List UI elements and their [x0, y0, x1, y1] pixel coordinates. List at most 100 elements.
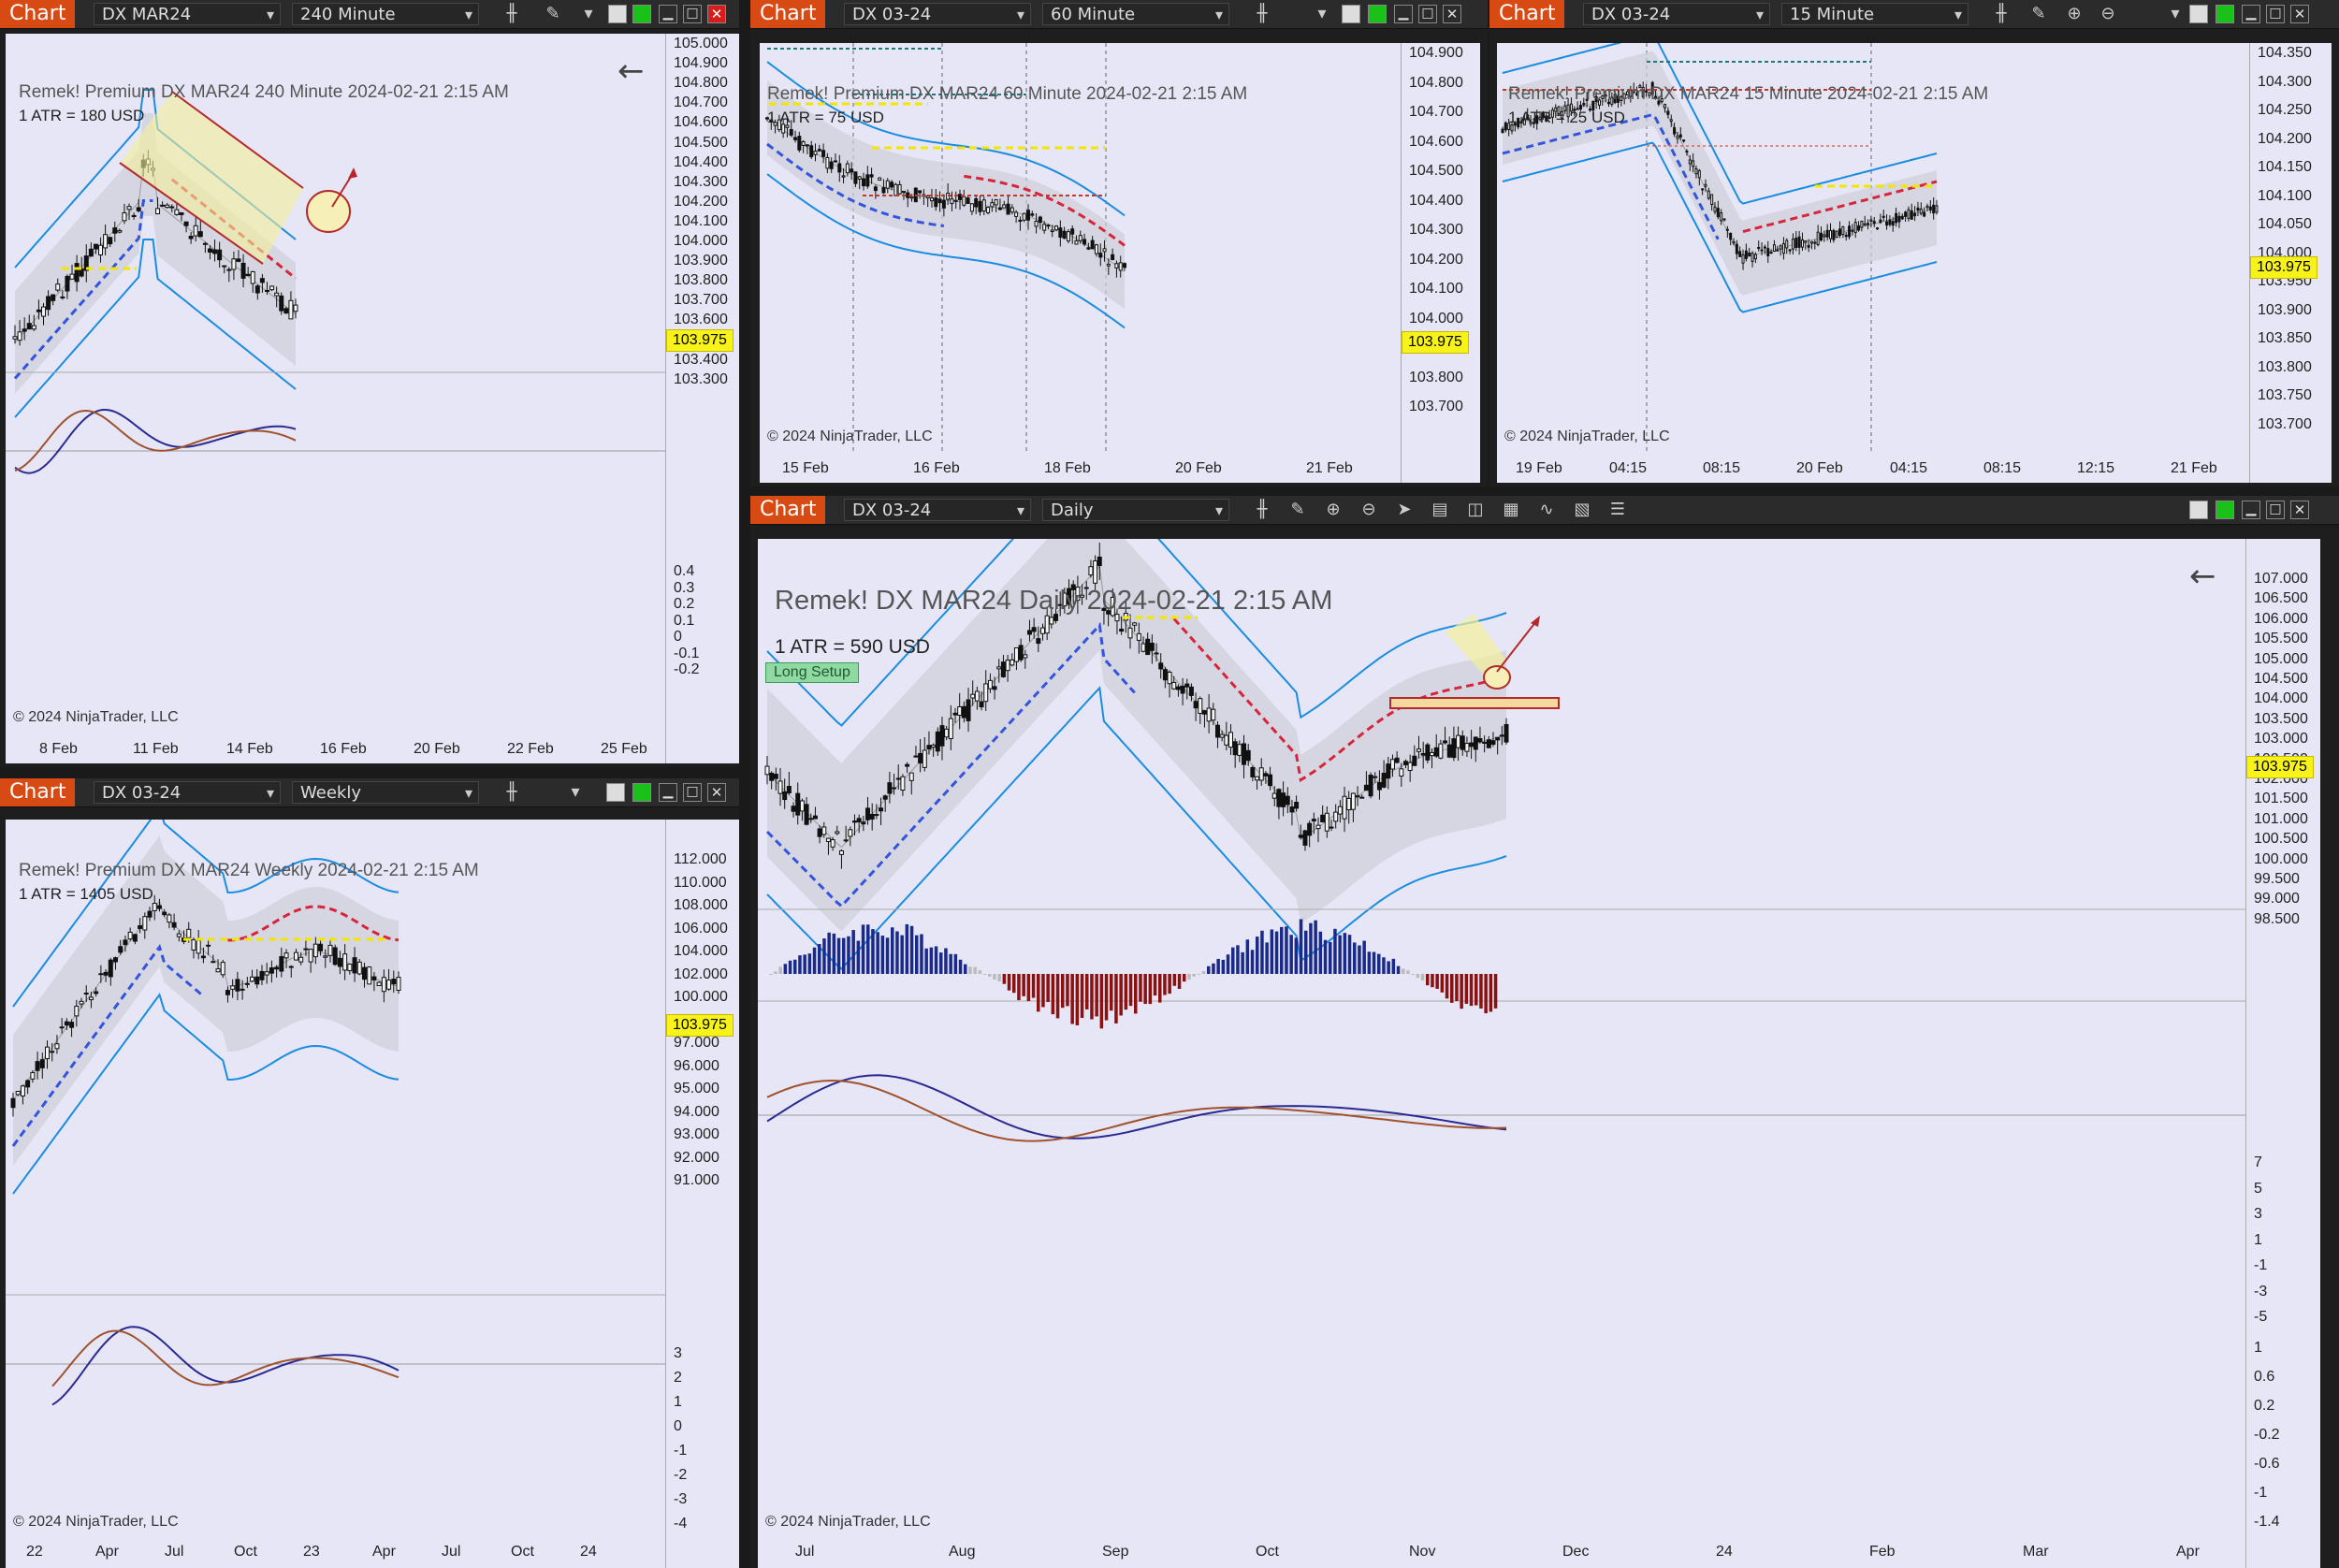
close-button[interactable]: ✕ [1443, 5, 1461, 23]
maximize-button[interactable]: □ [2266, 5, 2285, 23]
pointer-icon[interactable]: ➤ [1397, 500, 1412, 519]
chart-tab[interactable]: Chart [750, 0, 826, 28]
chart-canvas[interactable] [6, 820, 739, 1568]
osc-tick-label: 0.6 [2254, 1369, 2275, 1385]
template-icon[interactable]: ◫ [1467, 500, 1484, 519]
chart-panel[interactable]: Remek! Premium DX MAR24 Weekly 2024-02-2… [6, 820, 739, 1568]
candle-body [935, 731, 940, 752]
minimize-button[interactable]: ▁ [2242, 5, 2260, 23]
zoom-in-icon[interactable]: ⊕ [2067, 4, 2082, 23]
histogram-bar [949, 953, 952, 974]
maximize-button[interactable]: □ [683, 783, 702, 802]
back-arrow-icon[interactable]: ← [617, 52, 645, 90]
link-color-button[interactable] [1368, 5, 1387, 23]
chevron-down-icon[interactable]: ▾ [571, 782, 580, 802]
instrument-selector[interactable]: DX 03-24 ▾ [844, 499, 1031, 521]
chart-canvas[interactable] [758, 539, 2320, 1568]
interval-selector[interactable]: Weekly ▾ [292, 781, 479, 804]
interval-selector[interactable]: 240 Minute ▾ [292, 3, 479, 25]
window-option-button[interactable] [2189, 501, 2208, 519]
window-option-button[interactable] [608, 5, 627, 23]
chart-panel[interactable]: Remek! Premium DX MAR24 240 Minute 2024-… [6, 34, 739, 763]
strategy-icon[interactable]: ∿ [1539, 500, 1554, 519]
minimize-button[interactable]: ▁ [659, 5, 677, 23]
maximize-button[interactable]: □ [1418, 5, 1437, 23]
last-price-marker: 103.975 [2250, 256, 2317, 279]
histogram-bar [871, 929, 875, 974]
candle-body [1751, 253, 1754, 262]
chart-panel[interactable]: Remek! Premium DX MAR24 60 Minute 2024-0… [760, 43, 1480, 483]
chart-canvas[interactable] [1497, 43, 2332, 483]
instrument-selector[interactable]: DX 03-24 ▾ [844, 3, 1031, 25]
instrument-selector[interactable]: DX MAR24 ▾ [94, 3, 281, 25]
maximize-button[interactable]: □ [683, 5, 702, 23]
back-arrow-icon[interactable]: ← [2189, 558, 2216, 595]
candle-body [283, 308, 289, 314]
candle-body [1211, 708, 1216, 721]
properties-icon[interactable]: ▧ [1574, 500, 1591, 519]
histogram-bar [1231, 947, 1235, 974]
window-option-button[interactable] [606, 783, 625, 802]
chart-tab[interactable]: Chart [1489, 0, 1565, 28]
chart-trader-icon[interactable]: ▦ [1503, 500, 1519, 519]
price-tick-label: 104.300 [2258, 73, 2312, 90]
candle-body [897, 183, 902, 195]
maximize-button[interactable]: □ [2266, 501, 2285, 519]
candle-body [793, 137, 798, 140]
link-color-button[interactable] [632, 783, 651, 802]
chevron-down-icon[interactable]: ▾ [584, 4, 593, 23]
candle-body [881, 187, 886, 194]
bar-type-icon[interactable]: ╫ [1996, 4, 2007, 23]
candle-body [1136, 632, 1141, 641]
candle-body [1669, 119, 1673, 123]
candle-body [12, 336, 18, 340]
link-color-button[interactable] [2216, 501, 2234, 519]
data-box-icon[interactable]: ▤ [1431, 500, 1448, 519]
candle-body [1663, 104, 1667, 109]
interval-selector[interactable]: 15 Minute ▾ [1781, 3, 1969, 25]
pencil-icon[interactable]: ✎ [2031, 4, 2046, 23]
chart-panel[interactable]: Remek! DX MAR24 Daily 2024-02-21 2:15 AM… [758, 539, 2320, 1568]
chart-panel[interactable]: Remek! Premium DX MAR24 15 Minute 2024-0… [1497, 43, 2332, 483]
minimize-button[interactable]: ▁ [1394, 5, 1413, 23]
pencil-icon[interactable]: ✎ [545, 4, 560, 23]
close-button[interactable]: ✕ [707, 5, 726, 23]
candle-body [1329, 826, 1334, 829]
instrument-selector[interactable]: DX 03-24 ▾ [1583, 3, 1770, 25]
chart-canvas[interactable] [760, 43, 1480, 483]
instrument-selector[interactable]: DX 03-24 ▾ [94, 781, 281, 804]
window-option-button[interactable] [2189, 5, 2208, 23]
chart-canvas[interactable] [6, 34, 739, 763]
chevron-down-icon[interactable]: ▾ [1317, 4, 1327, 23]
chart-tab[interactable]: Chart [0, 0, 76, 28]
chart-tab[interactable]: Chart [750, 496, 826, 524]
zoom-out-icon[interactable]: ⊖ [1361, 500, 1376, 519]
pencil-icon[interactable]: ✎ [1290, 500, 1305, 519]
minimize-button[interactable]: ▁ [2242, 501, 2260, 519]
minimize-button[interactable]: ▁ [659, 783, 677, 802]
bar-type-icon[interactable]: ╫ [506, 782, 517, 802]
interval-selector[interactable]: Daily ▾ [1042, 499, 1229, 521]
bar-type-icon[interactable]: ╫ [1257, 500, 1268, 519]
candle-body [22, 328, 27, 332]
chart-tab[interactable]: Chart [0, 778, 76, 806]
candle-body [88, 996, 94, 1001]
bar-type-icon[interactable]: ╫ [506, 4, 517, 23]
zoom-out-icon[interactable]: ⊖ [2100, 4, 2115, 23]
interval-selector[interactable]: 60 Minute ▾ [1042, 3, 1229, 25]
candle-body [1386, 763, 1391, 779]
price-axis: 104.350 104.300 104.250 104.200 104.150 104.1… [2249, 43, 2332, 483]
bar-type-icon[interactable]: ╫ [1257, 4, 1268, 23]
chevron-down-icon[interactable]: ▾ [2171, 4, 2180, 23]
oscillator-slow-line [766, 1079, 1507, 1142]
candle-body [1363, 784, 1369, 791]
close-button[interactable]: ✕ [2290, 5, 2309, 23]
close-button[interactable]: ✕ [707, 783, 726, 802]
close-button[interactable]: ✕ [2290, 501, 2309, 519]
link-color-button[interactable] [2216, 5, 2234, 23]
link-color-button[interactable] [632, 5, 651, 23]
window-option-button[interactable] [1342, 5, 1360, 23]
zoom-in-icon[interactable]: ⊕ [1326, 500, 1341, 519]
list-icon[interactable]: ☰ [1609, 500, 1626, 519]
candle-body [1250, 766, 1256, 777]
